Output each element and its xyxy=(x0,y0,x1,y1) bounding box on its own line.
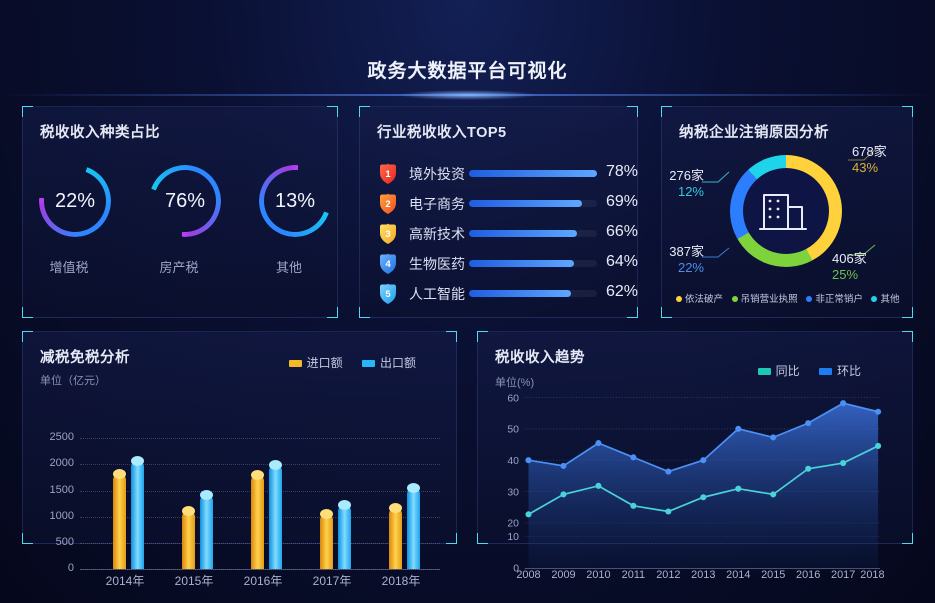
svg-text:2: 2 xyxy=(385,199,390,210)
svg-text:2008: 2008 xyxy=(516,569,540,578)
svg-text:60: 60 xyxy=(507,393,519,404)
svg-text:50: 50 xyxy=(507,425,519,436)
svg-text:1: 1 xyxy=(385,169,391,180)
svg-text:2009: 2009 xyxy=(551,569,575,578)
svg-text:40: 40 xyxy=(507,456,519,467)
svg-text:2011: 2011 xyxy=(622,569,645,578)
svg-text:2015: 2015 xyxy=(761,569,785,578)
svg-text:2017: 2017 xyxy=(831,569,855,578)
svg-text:5: 5 xyxy=(385,289,391,300)
svg-text:10: 10 xyxy=(507,532,519,543)
svg-text:2014: 2014 xyxy=(726,569,750,578)
svg-text:3: 3 xyxy=(385,229,390,240)
svg-text:2013: 2013 xyxy=(691,569,715,578)
svg-text:4: 4 xyxy=(385,259,391,270)
svg-text:30: 30 xyxy=(507,487,519,498)
svg-text:2018: 2018 xyxy=(860,569,884,578)
svg-text:20: 20 xyxy=(507,519,519,530)
svg-text:2010: 2010 xyxy=(586,569,610,578)
svg-text:2012: 2012 xyxy=(656,569,680,578)
svg-text:2016: 2016 xyxy=(796,569,820,578)
